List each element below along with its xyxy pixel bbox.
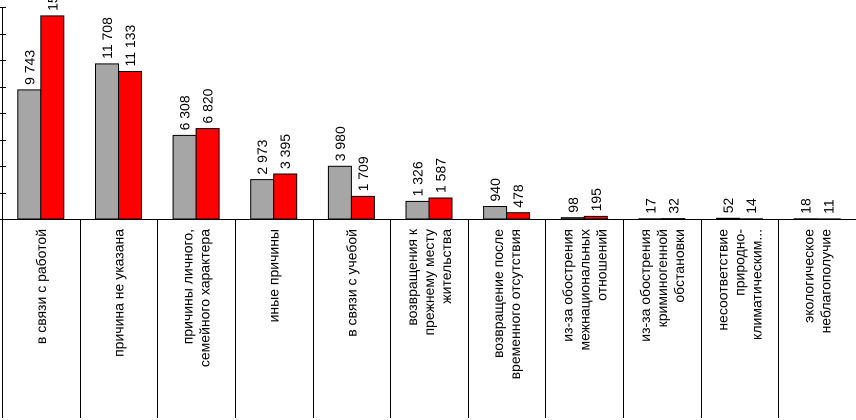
category-label: климатическим... — [749, 229, 765, 340]
bar-series-1 — [483, 206, 508, 220]
data-label: 17 — [642, 198, 658, 214]
bar-series-2 — [118, 71, 142, 220]
bar-series-1 — [95, 63, 119, 220]
category-label: криминогенной — [654, 229, 670, 327]
category-label: в связи с работой — [33, 229, 49, 344]
category-label: неблагополучие — [818, 229, 834, 334]
category-label: семейного характера — [197, 229, 213, 367]
data-label: 52 — [720, 198, 736, 214]
data-label: 195 — [588, 188, 604, 212]
category-label: причина не указана — [111, 229, 127, 357]
category-label: жительства — [438, 229, 454, 304]
category-label: возвращение после — [490, 229, 506, 358]
bar-series-1 — [793, 218, 818, 220]
category-label: несоответствие — [715, 229, 731, 331]
data-label: 11 708 — [99, 17, 115, 59]
bar-series-1 — [250, 179, 275, 220]
data-label: 1 587 — [433, 158, 449, 193]
bar-series-2 — [583, 215, 608, 220]
data-label: 32 — [665, 198, 681, 214]
bar-series-1 — [560, 217, 585, 220]
category-label: возвращения к — [404, 228, 420, 326]
bar-series-2 — [195, 128, 220, 220]
data-label: 14 — [743, 198, 759, 214]
category-label: временного отсутствия — [507, 229, 523, 379]
category-label: из-за обострения — [559, 229, 575, 342]
category-label: причины личного, — [180, 229, 196, 344]
bar-series-2 — [428, 197, 453, 220]
bar-series-1 — [172, 134, 197, 220]
category-label: отношений — [593, 229, 609, 301]
bar-series-2 — [816, 218, 841, 220]
bar-series-1 — [327, 165, 352, 220]
data-label: 6 308 — [177, 95, 193, 130]
data-label: 940 — [487, 178, 503, 202]
bar-series-2 — [40, 15, 65, 220]
data-label: 2 973 — [254, 139, 270, 174]
data-label: 11 133 — [122, 25, 138, 67]
category-label: обстановки — [671, 229, 687, 303]
data-label: 3 395 — [277, 134, 293, 169]
data-label: 3 980 — [332, 126, 348, 161]
bar-series-2 — [506, 212, 531, 220]
bar-series-2 — [273, 173, 298, 220]
category-label: межнациональных — [576, 229, 592, 351]
category-label: прежнему месту — [421, 229, 437, 336]
category-label: в связи с учебой — [343, 229, 359, 337]
category-label: природно- — [732, 229, 748, 296]
bar-series-1 — [638, 218, 663, 220]
data-label: 15 325 — [44, 0, 60, 11]
data-label: 6 820 — [200, 88, 216, 123]
bar-series-1 — [405, 200, 430, 220]
bar-series-1 — [17, 89, 42, 220]
category-label: из-за обострения — [637, 229, 653, 342]
category-label: иные причины — [266, 229, 282, 322]
bar-series-2 — [350, 195, 375, 220]
data-label: 478 — [510, 184, 526, 208]
data-label: 98 — [565, 197, 581, 213]
data-label: 18 — [798, 198, 814, 214]
data-label: 1 326 — [410, 161, 426, 196]
bar-series-2 — [739, 218, 763, 220]
category-label: экологическое — [801, 229, 817, 323]
bar-series-2 — [661, 218, 686, 220]
data-label: 1 709 — [355, 156, 371, 191]
data-label: 11 — [821, 199, 837, 214]
data-label: 9 743 — [21, 50, 37, 85]
bar-series-1 — [716, 217, 740, 220]
